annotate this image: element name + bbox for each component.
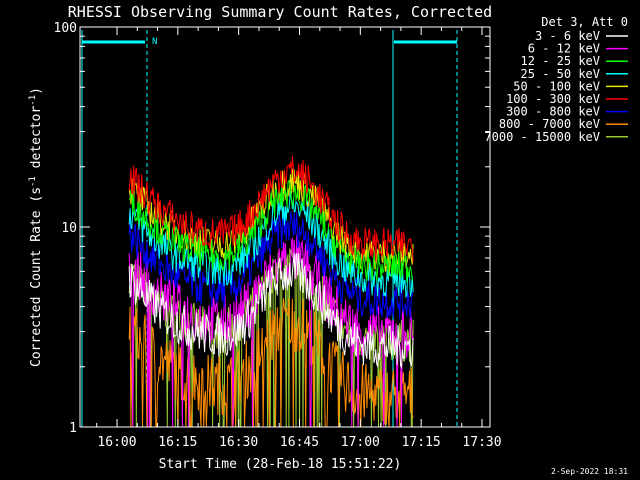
y-tick-label: 100 [54, 21, 77, 36]
y-axis-label-sup2: -1 [28, 95, 38, 106]
series-line [128, 179, 414, 283]
plot-area: N [81, 30, 458, 428]
y-tick-label: 10 [61, 221, 77, 236]
series-line [128, 168, 414, 273]
legend-label: 50 - 100 keV [513, 79, 600, 93]
y-axis: 1 10 100 [54, 21, 490, 436]
legend-label: 25 - 50 keV [521, 67, 600, 81]
legend-label: 100 - 300 keV [506, 92, 600, 106]
series-line [128, 190, 414, 299]
chart-title: RHESSI Observing Summary Count Rates, Co… [68, 3, 492, 21]
legend-label: 7000 - 15000 keV [484, 130, 600, 144]
legend-label: 6 - 12 keV [528, 42, 600, 56]
y-axis-label-main: Corrected Count Rate (s [29, 187, 44, 367]
series-line [128, 252, 414, 370]
night-flag-label: N [152, 37, 157, 47]
x-tick-label: 17:15 [402, 435, 441, 450]
x-axis: 16:00 16:15 16:30 16:45 17:00 17:15 17:30 [96, 27, 502, 450]
legend-label: 12 - 25 keV [521, 54, 600, 68]
series-line [128, 298, 414, 428]
y-tick-label: 1 [69, 421, 77, 436]
legend-label: 300 - 800 keV [506, 105, 600, 119]
y-axis-label-sup1: -1 [28, 176, 38, 187]
x-tick-label: 17:30 [462, 435, 501, 450]
legend-label: 3 - 6 keV [535, 29, 600, 43]
legend-label: 800 - 7000 keV [499, 117, 600, 131]
x-tick-label: 17:00 [341, 435, 380, 450]
footer-date: 2-Sep-2022 18:31 [551, 467, 628, 476]
x-tick-label: 16:30 [219, 435, 258, 450]
legend-header: Det 3, Att 0 [541, 15, 628, 29]
x-tick-label: 16:15 [158, 435, 197, 450]
y-axis-label-mid: detector [29, 106, 44, 177]
y-axis-label: Corrected Count Rate (s-1 detector-1) [28, 87, 44, 367]
series-line [128, 155, 414, 263]
x-axis-label: Start Time (28-Feb-18 15:51:22) [159, 457, 402, 472]
x-tick-label: 16:00 [97, 435, 136, 450]
y-axis-label-end: ) [29, 87, 44, 95]
x-tick-label: 16:45 [280, 435, 319, 450]
